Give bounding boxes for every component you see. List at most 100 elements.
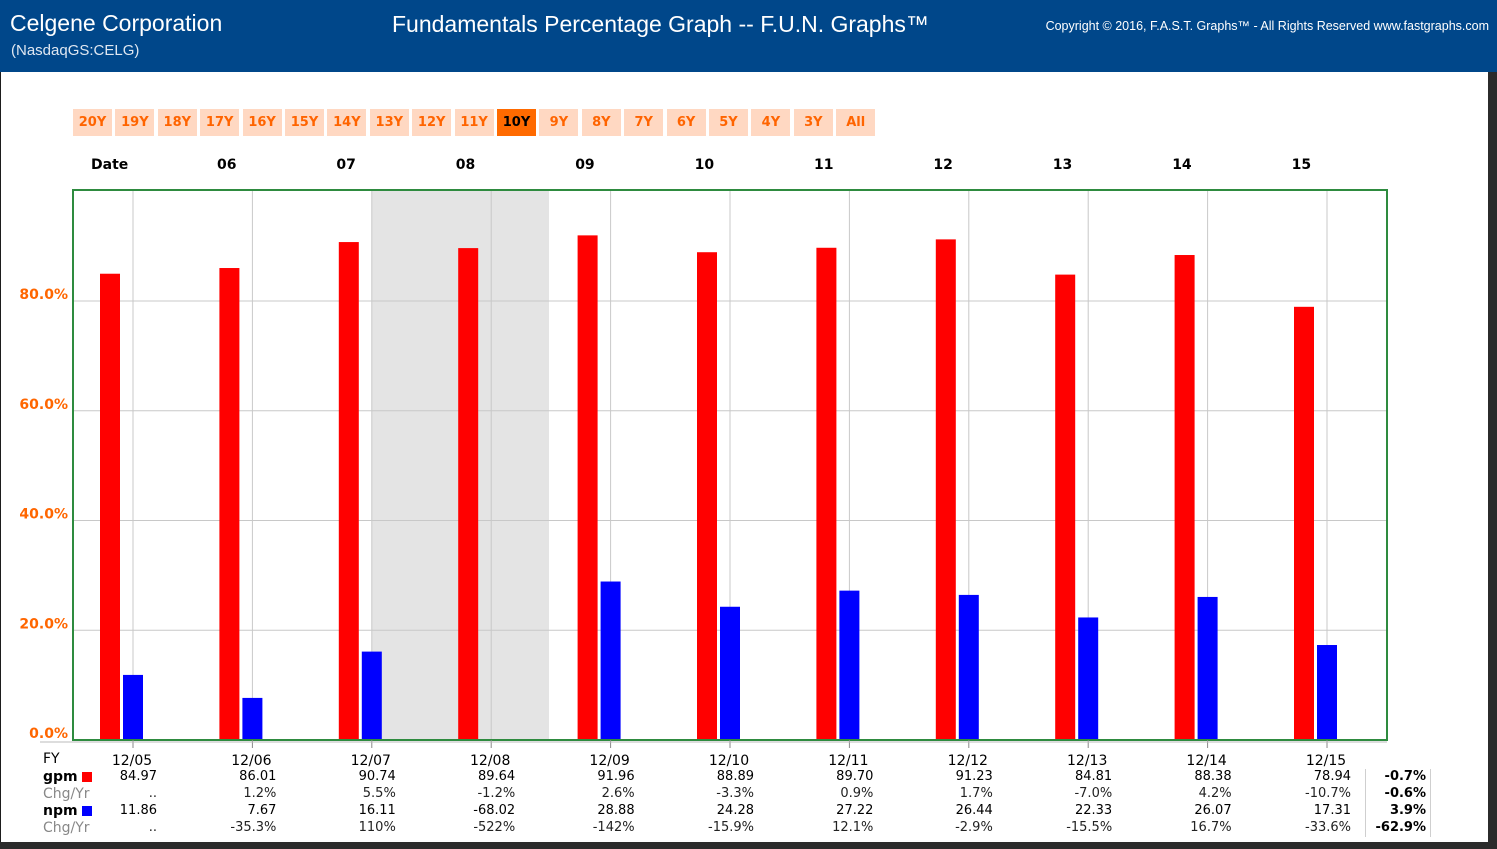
year-label-11: 11 xyxy=(814,157,834,173)
table-cell: 2.6% xyxy=(601,786,635,801)
npm-bar-12-06 xyxy=(242,697,263,740)
table-cell: 84.81 xyxy=(1074,769,1113,784)
header-bar: Celgene Corporation (NasdaqGS:CELG) Fund… xyxy=(0,0,1497,72)
date-axis-label: Date xyxy=(91,157,129,173)
x-category-label: 12/10 xyxy=(709,753,749,769)
table-cell: 16.7% xyxy=(1190,820,1232,835)
npm-legend-swatch xyxy=(82,806,92,816)
table-cell: -15.9% xyxy=(708,820,754,835)
npm-bar-12-13 xyxy=(1078,617,1099,740)
range-button-8y[interactable]: 8Y xyxy=(581,109,621,136)
range-button-11y[interactable]: 11Y xyxy=(454,109,494,136)
table-cell: 17.31 xyxy=(1313,803,1351,818)
table-cell: 26.07 xyxy=(1194,803,1232,818)
summary-separator-left xyxy=(1365,769,1366,837)
summary-separator-right xyxy=(1430,769,1431,837)
table-cell: 110% xyxy=(358,820,396,835)
x-category-label: 12/13 xyxy=(1067,753,1107,769)
range-button-14y[interactable]: 14Y xyxy=(327,109,367,136)
table-cell: -7.0% xyxy=(1074,786,1113,801)
summary-cell: -0.7% xyxy=(1384,769,1426,784)
gpm-bar-12-05 xyxy=(100,273,120,740)
table-cell: -522% xyxy=(473,820,516,835)
range-button-15y[interactable]: 15Y xyxy=(285,109,324,136)
gpm-bar-12-09 xyxy=(577,235,598,740)
table-cell: 1.2% xyxy=(243,786,277,801)
table-cell: -142% xyxy=(592,820,635,835)
npm-bar-12-05 xyxy=(123,674,143,740)
range-button-6y[interactable]: 6Y xyxy=(666,109,706,136)
range-button-3y[interactable]: 3Y xyxy=(793,109,833,136)
table-cell: 11.86 xyxy=(119,803,157,818)
npm-bar-12-10 xyxy=(720,606,740,740)
range-button-all[interactable]: All xyxy=(836,109,876,136)
table-cell: 27.22 xyxy=(836,803,874,818)
range-button-12y[interactable]: 12Y xyxy=(412,109,452,136)
table-cell: 0.9% xyxy=(840,786,874,801)
summary-cell: 3.9% xyxy=(1389,803,1426,818)
gpm-bar-12-14 xyxy=(1174,255,1195,740)
year-label-15: 15 xyxy=(1291,157,1312,173)
year-label-07: 07 xyxy=(336,157,356,173)
bottom-edge-shadow xyxy=(0,842,1497,849)
row-label-1: Chg/Yr xyxy=(43,786,90,802)
year-label-08: 08 xyxy=(455,157,476,173)
table-cell: -68.02 xyxy=(473,803,516,818)
table-cell: 26.44 xyxy=(955,803,993,818)
ticker-symbol: (NasdaqGS:CELG) xyxy=(11,42,140,59)
npm-bar-12-14 xyxy=(1197,596,1218,740)
range-button-4y[interactable]: 4Y xyxy=(751,109,791,136)
gpm-bar-12-08 xyxy=(458,248,479,740)
table-cell: -2.9% xyxy=(955,820,993,835)
table-cell: -3.3% xyxy=(716,786,754,801)
x-category-label: 12/07 xyxy=(351,753,391,769)
y-tick-label: 20.0% xyxy=(19,616,68,632)
row-label-3: Chg/Yr xyxy=(43,820,90,836)
range-button-9y[interactable]: 9Y xyxy=(539,109,579,136)
range-button-19y[interactable]: 19Y xyxy=(115,109,155,136)
range-button-16y[interactable]: 16Y xyxy=(242,109,282,136)
year-label-09: 09 xyxy=(575,157,595,173)
table-cell: 90.74 xyxy=(358,769,396,784)
year-label-12: 12 xyxy=(933,157,953,173)
range-button-7y[interactable]: 7Y xyxy=(624,109,664,136)
summary-cell: -62.9% xyxy=(1375,820,1427,835)
range-button-18y[interactable]: 18Y xyxy=(157,109,197,136)
x-category-label: 12/11 xyxy=(828,753,868,769)
y-tick-label: 60.0% xyxy=(19,397,68,413)
table-cell: 28.88 xyxy=(597,803,635,818)
gpm-bar-12-06 xyxy=(219,268,240,740)
year-label-10: 10 xyxy=(694,157,715,173)
table-cell: 86.01 xyxy=(239,769,277,784)
table-cell: 78.94 xyxy=(1313,769,1351,784)
gpm-bar-12-13 xyxy=(1055,274,1076,740)
right-edge-shadow xyxy=(1488,72,1497,849)
table-cell: -35.3% xyxy=(230,820,277,835)
range-button-10y[interactable]: 10Y xyxy=(497,109,536,136)
range-button-17y[interactable]: 17Y xyxy=(200,109,240,136)
gpm-legend-swatch xyxy=(82,772,92,782)
copyright-text: Copyright © 2016, F.A.S.T. Graphs™ - All… xyxy=(1045,19,1489,33)
y-tick-label: 0.0% xyxy=(29,726,68,742)
table-cell: 16.11 xyxy=(358,803,396,818)
y-tick-label: 40.0% xyxy=(19,507,68,523)
gpm-bar-12-15 xyxy=(1294,306,1314,740)
table-cell: 84.97 xyxy=(119,769,157,784)
year-label-06: 06 xyxy=(217,157,237,173)
x-category-label: 12/09 xyxy=(589,753,629,769)
gpm-bar-12-11 xyxy=(816,247,837,741)
summary-cell: -0.6% xyxy=(1384,786,1426,801)
x-category-label: 12/14 xyxy=(1186,753,1226,769)
x-category-label: 12/05 xyxy=(112,753,152,769)
gpm-bar-12-07 xyxy=(338,242,359,740)
table-cell: 88.89 xyxy=(716,769,754,784)
table-cell: -15.5% xyxy=(1066,820,1113,835)
range-button-5y[interactable]: 5Y xyxy=(709,109,748,136)
row-label-2: npm xyxy=(43,803,78,819)
range-button-13y[interactable]: 13Y xyxy=(369,109,409,136)
npm-bar-12-09 xyxy=(600,581,621,740)
gpm-bar-12-12 xyxy=(935,239,956,741)
range-button-20y[interactable]: 20Y xyxy=(73,109,112,136)
company-name: Celgene Corporation xyxy=(10,10,223,36)
